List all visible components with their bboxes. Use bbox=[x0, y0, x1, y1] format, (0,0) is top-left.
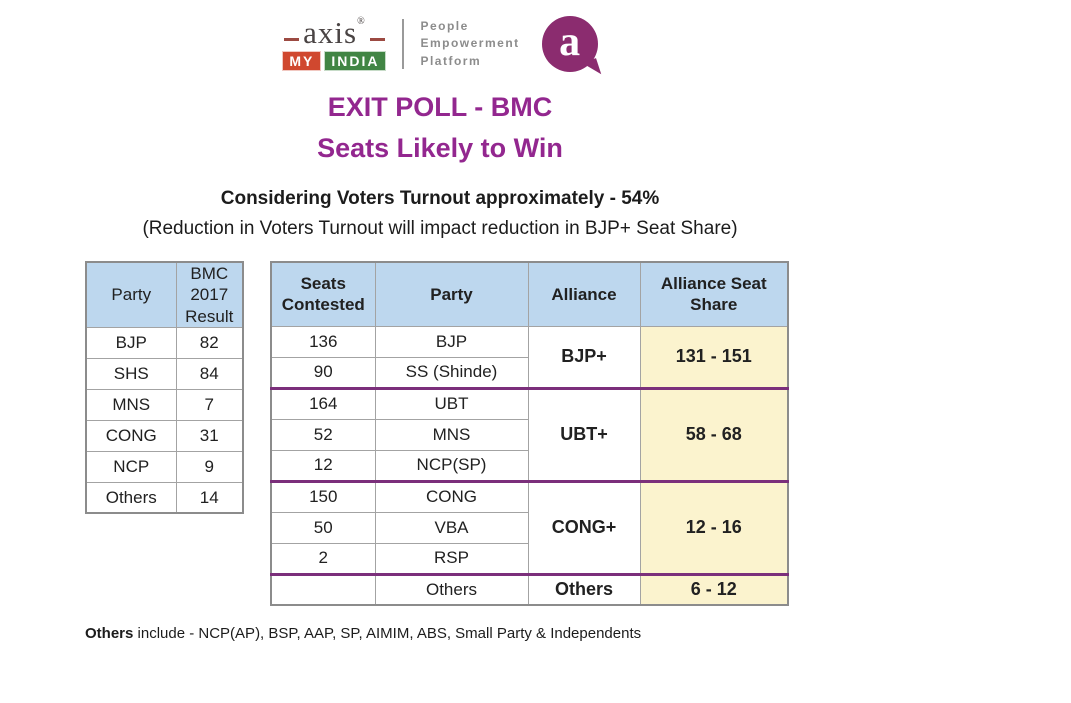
footnote: Others include - NCP(AP), BSP, AAP, SP, … bbox=[85, 625, 880, 642]
party-cell: CONG bbox=[374, 479, 529, 513]
left-table-row: NCP 9 bbox=[85, 450, 244, 483]
axis-my-india-logo: axis® MY INDIA People Empowerment Platfo… bbox=[0, 16, 880, 72]
registered-mark: ® bbox=[357, 16, 366, 27]
right-table-row: 12 NCP(SP) bbox=[270, 449, 788, 482]
party-cell: NCP bbox=[85, 450, 177, 483]
left-table-header-row: Party BMC 2017 Result bbox=[85, 261, 244, 328]
left-table-row: Others 14 bbox=[85, 481, 244, 514]
seats-cell bbox=[270, 572, 376, 606]
right-table-row: 164 UBT UBT+ 58 - 68 bbox=[270, 386, 789, 482]
badge-india: INDIA bbox=[324, 51, 387, 71]
left-header-party: Party bbox=[85, 261, 177, 328]
left-table-row: BJP 82 bbox=[85, 326, 244, 359]
speech-bubble-a-icon: a bbox=[541, 16, 598, 72]
party-cell: SHS bbox=[85, 357, 177, 390]
alliance-cell: BJP+ bbox=[527, 325, 641, 389]
left-header-bmc-2017-result: BMC 2017 Result bbox=[175, 261, 244, 328]
alliance-cell: CONG+ bbox=[527, 479, 641, 575]
right-table-header-row: Seats Contested Party Alliance Alliance … bbox=[270, 261, 789, 327]
party-cell: SS (Shinde) bbox=[374, 356, 529, 389]
seats-cell: 136 bbox=[270, 325, 376, 358]
tables-section: Party BMC 2017 Result BJP 82 SHS 84 MNS … bbox=[0, 261, 880, 606]
result-cell: 82 bbox=[175, 326, 244, 359]
axis-right-dash bbox=[369, 38, 385, 41]
seats-cell: 150 bbox=[270, 479, 376, 513]
exit-poll-prediction-table: Seats Contested Party Alliance Alliance … bbox=[270, 261, 789, 606]
seats-cell: 50 bbox=[270, 511, 376, 544]
turnout-note: Considering Voters Turnout approximately… bbox=[220, 188, 660, 209]
seats-cell: 164 bbox=[270, 386, 376, 420]
party-cell: CONG bbox=[85, 419, 177, 452]
seats-cell: 2 bbox=[270, 542, 376, 575]
axis-brand-word: axis® bbox=[303, 15, 366, 50]
bubble-letter: a bbox=[559, 19, 581, 65]
alliance-cell: UBT+ bbox=[527, 386, 641, 482]
right-table-row: 2 RSP bbox=[270, 542, 788, 575]
result-cell: 9 bbox=[175, 450, 244, 483]
party-cell: VBA bbox=[374, 511, 529, 544]
my-india-badges: MY INDIA bbox=[282, 51, 387, 71]
footnote-text: include - NCP(AP), BSP, AAP, SP, AIMIM, … bbox=[133, 625, 642, 642]
party-cell: BJP bbox=[85, 326, 177, 359]
party-cell: RSP bbox=[374, 542, 529, 575]
tagline-line: Platform bbox=[420, 53, 482, 68]
poll-infographic: axis® MY INDIA People Empowerment Platfo… bbox=[0, 0, 880, 642]
left-table-row: SHS 84 bbox=[85, 357, 244, 390]
party-cell: BJP bbox=[374, 325, 529, 358]
right-header-party: Party bbox=[374, 261, 529, 327]
logo-tagline: People Empowerment Platform bbox=[420, 18, 519, 70]
badge-my: MY bbox=[282, 51, 322, 71]
right-header-alliance: Alliance bbox=[527, 261, 641, 327]
party-cell: UBT bbox=[374, 386, 529, 420]
footnote-others-label: Others bbox=[85, 625, 134, 642]
seat-share-cell: 131 - 151 bbox=[639, 325, 789, 389]
right-header-seats-contested: Seats Contested bbox=[270, 261, 376, 327]
tagline-line: Empowerment bbox=[420, 36, 520, 51]
turnout-impact-note: (Reduction in Voters Turnout will impact… bbox=[142, 218, 738, 239]
result-cell: 7 bbox=[175, 388, 244, 421]
axis-logo-block: axis® MY INDIA bbox=[282, 17, 387, 71]
tagline-line: People bbox=[420, 18, 469, 33]
party-cell: MNS bbox=[374, 418, 529, 451]
seat-share-cell: 12 - 16 bbox=[639, 479, 789, 575]
logo-divider bbox=[402, 19, 405, 69]
result-cell: 14 bbox=[175, 481, 244, 514]
seats-cell: 52 bbox=[270, 418, 376, 451]
seats-cell: 12 bbox=[270, 449, 376, 482]
result-cell: 31 bbox=[175, 419, 244, 452]
party-cell: Others bbox=[374, 572, 529, 606]
result-cell: 84 bbox=[175, 357, 244, 390]
bmc-2017-result-table: Party BMC 2017 Result BJP 82 SHS 84 MNS … bbox=[85, 261, 244, 515]
seat-share-cell: 58 - 68 bbox=[639, 386, 789, 482]
left-table-row: CONG 31 bbox=[85, 419, 244, 452]
seats-cell: 90 bbox=[270, 356, 376, 389]
party-cell: MNS bbox=[85, 388, 177, 421]
right-table-row: Others Others 6 - 12 bbox=[270, 572, 789, 606]
seat-share-cell: 6 - 12 bbox=[639, 572, 789, 606]
right-table-row: 50 VBA bbox=[270, 511, 788, 544]
page-subtitle-seats: Seats Likely to Win bbox=[317, 133, 563, 163]
axis-wordmark: axis® bbox=[284, 17, 385, 48]
party-cell: Others bbox=[85, 481, 177, 514]
party-cell: NCP(SP) bbox=[374, 449, 529, 482]
right-table-row: 90 SS (Shinde) bbox=[270, 356, 788, 389]
right-header-alliance-seat-share: Alliance Seat Share bbox=[639, 261, 789, 327]
axis-left-dash bbox=[284, 38, 300, 41]
page-title: EXIT POLL - BMC bbox=[327, 92, 553, 122]
right-table-row: 150 CONG CONG+ 12 - 16 bbox=[270, 479, 789, 575]
alliance-cell: Others bbox=[527, 572, 641, 606]
left-table-row: MNS 7 bbox=[85, 388, 244, 421]
right-table-row: 136 BJP BJP+ 131 - 151 bbox=[270, 325, 789, 389]
right-table-row: 52 MNS bbox=[270, 418, 788, 451]
